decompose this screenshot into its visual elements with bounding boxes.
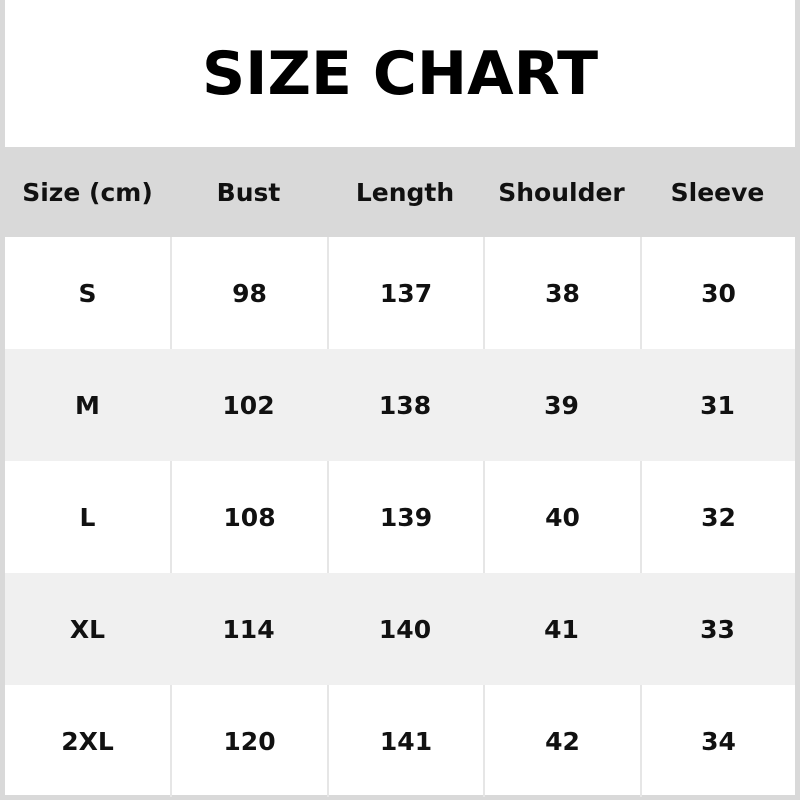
header-size: Size (cm) bbox=[22, 177, 153, 207]
header-bust: Bust bbox=[216, 177, 281, 207]
table-row: 2XL 120 141 42 34 bbox=[5, 685, 795, 797]
cell-size: 2XL bbox=[61, 726, 114, 756]
cell-shoulder: 39 bbox=[544, 390, 579, 420]
cell-sleeve: 31 bbox=[700, 390, 735, 420]
header-sleeve: Sleeve bbox=[670, 177, 765, 207]
header-row: Size (cm) Bust Length Shoulder Sleeve bbox=[5, 147, 795, 237]
cell-sleeve: 32 bbox=[640, 461, 795, 573]
cell-length: 141 bbox=[327, 685, 483, 797]
chart-title: SIZE CHART bbox=[201, 38, 599, 109]
header-length: Length bbox=[355, 177, 455, 207]
cell-shoulder: 40 bbox=[483, 461, 640, 573]
cell-sleeve: 33 bbox=[700, 614, 735, 644]
cell-length: 138 bbox=[378, 390, 432, 420]
cell-bust: 102 bbox=[222, 390, 275, 420]
table-row: XL 114 140 41 33 bbox=[5, 573, 795, 685]
table-row: L 108 139 40 32 bbox=[5, 461, 795, 573]
cell-size: M bbox=[75, 390, 100, 420]
size-chart: SIZE CHART Size (cm) Bust Length Shoulde… bbox=[5, 0, 795, 797]
cell-shoulder: 42 bbox=[483, 685, 640, 797]
cell-size: L bbox=[79, 502, 96, 532]
cell-bust: 120 bbox=[170, 685, 327, 797]
cell-length: 139 bbox=[327, 461, 483, 573]
table-row: M 102 138 39 31 bbox=[5, 349, 795, 461]
cell-shoulder: 38 bbox=[483, 237, 640, 349]
cell-bust: 108 bbox=[170, 461, 327, 573]
size-table: Size (cm) Bust Length Shoulder Sleeve S … bbox=[5, 147, 795, 797]
cell-length: 140 bbox=[378, 614, 432, 644]
cell-size: XL bbox=[69, 614, 106, 644]
cell-length: 137 bbox=[327, 237, 483, 349]
cell-sleeve: 30 bbox=[640, 237, 795, 349]
cell-size: S bbox=[78, 278, 97, 308]
cell-shoulder: 41 bbox=[544, 614, 579, 644]
header-shoulder: Shoulder bbox=[498, 177, 625, 207]
cell-bust: 98 bbox=[170, 237, 327, 349]
cell-bust: 114 bbox=[222, 614, 275, 644]
table-row: S 98 137 38 30 bbox=[5, 237, 795, 349]
cell-sleeve: 34 bbox=[640, 685, 795, 797]
